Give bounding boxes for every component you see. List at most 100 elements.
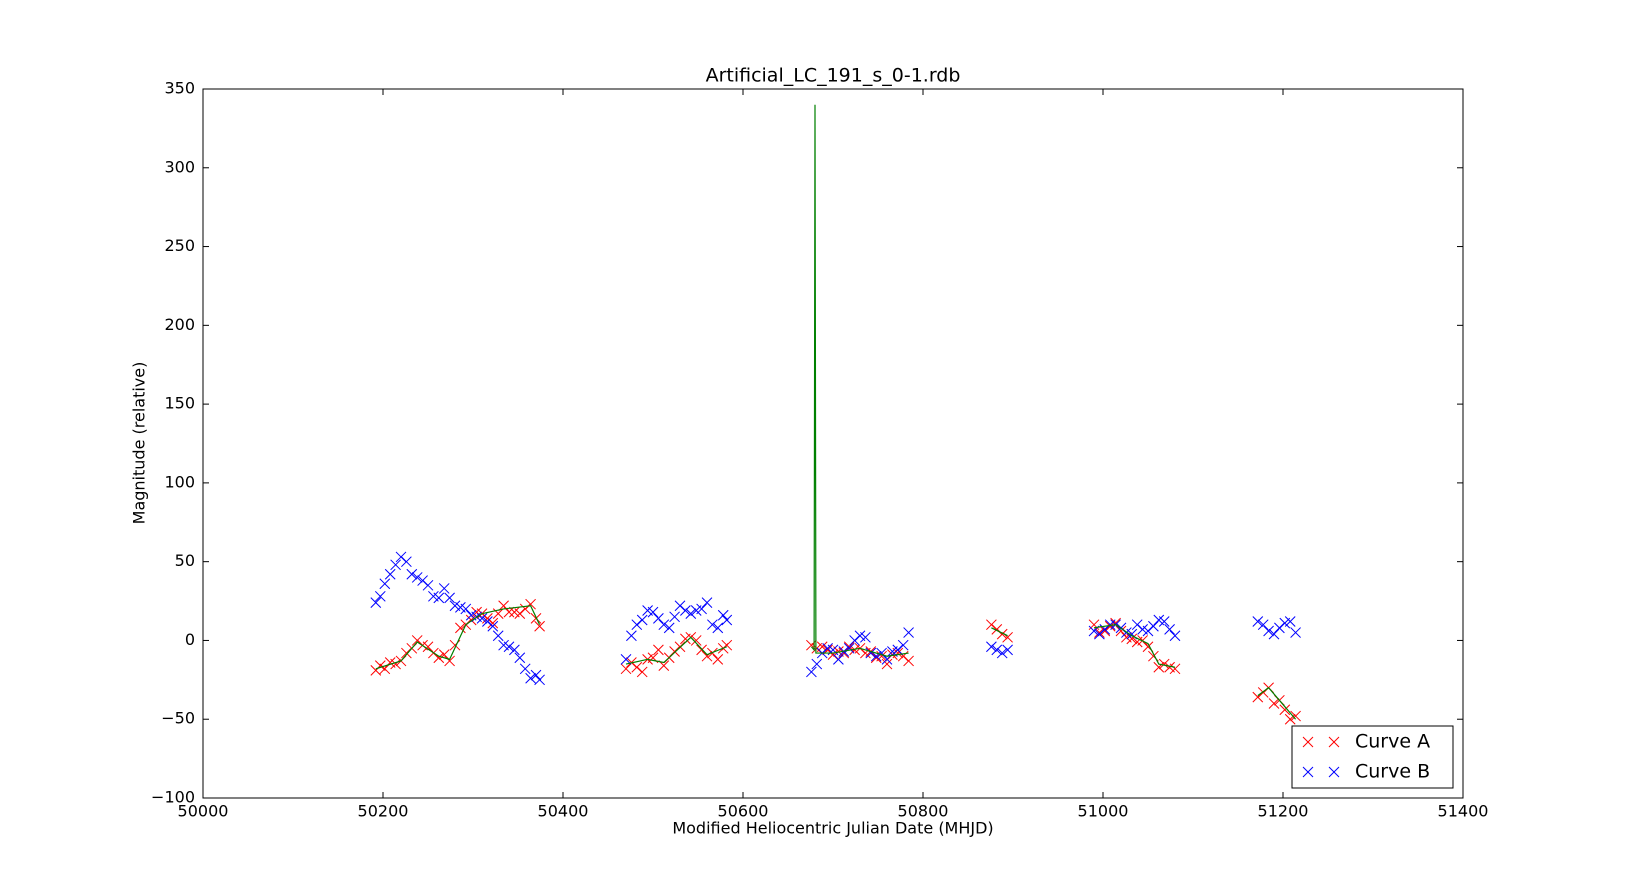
marker-stroke	[1279, 704, 1291, 716]
marker-stroke	[843, 642, 855, 654]
marker-stroke	[428, 590, 439, 602]
chart-title: Artificial_LC_191_s_0-1.rdb	[706, 65, 961, 87]
y-tick-label: 200	[164, 315, 195, 334]
data-point	[1153, 661, 1165, 673]
data-point	[986, 641, 997, 653]
marker-stroke	[476, 613, 488, 624]
marker-stroke	[636, 614, 648, 626]
data-point	[636, 614, 648, 626]
marker-stroke	[903, 655, 914, 667]
data-point	[620, 663, 632, 675]
data-point	[865, 647, 877, 659]
marker-stroke	[455, 622, 466, 634]
marker-stroke	[509, 644, 520, 656]
data-point	[1158, 658, 1170, 670]
data-point	[455, 622, 466, 634]
data-point	[712, 622, 724, 634]
marker-stroke	[487, 620, 499, 632]
data-point	[860, 631, 871, 643]
marker-stroke	[487, 617, 499, 629]
marker-stroke	[525, 672, 536, 684]
data-point	[636, 666, 648, 678]
data-point	[379, 578, 391, 590]
marker-stroke	[492, 630, 504, 642]
marker-stroke	[422, 641, 434, 653]
marker-stroke	[642, 605, 653, 616]
marker-stroke	[717, 609, 729, 621]
data-point	[721, 614, 733, 626]
marker-stroke	[433, 592, 445, 604]
legend-marker	[1302, 736, 1340, 748]
legend-label: Curve B	[1355, 761, 1430, 783]
marker-stroke	[1153, 614, 1165, 626]
marker-stroke	[534, 620, 545, 632]
marker-stroke	[503, 641, 515, 653]
marker-stroke	[438, 583, 450, 594]
marker-stroke	[438, 649, 450, 660]
y-tick-label: −100	[151, 788, 195, 807]
marker-stroke	[663, 622, 675, 634]
legend-box	[1291, 725, 1454, 789]
marker-stroke	[897, 639, 909, 651]
data-point	[1284, 616, 1296, 627]
y-tick-label: 50	[175, 551, 195, 570]
marker-stroke	[519, 663, 531, 675]
marker-stroke	[674, 600, 686, 612]
data-point	[476, 613, 488, 624]
data-point	[1257, 619, 1269, 631]
data-point	[669, 611, 680, 623]
data-point	[492, 630, 504, 642]
marker-stroke	[1002, 644, 1013, 656]
data-point	[701, 597, 713, 608]
data-point	[534, 620, 545, 632]
marker-stroke	[395, 551, 407, 563]
data-point	[422, 579, 434, 591]
marker-stroke	[827, 649, 839, 660]
marker-stroke	[996, 647, 1008, 659]
marker-stroke	[498, 639, 509, 651]
marker-stroke	[626, 630, 637, 642]
legend: Curve A Curve B	[1291, 725, 1454, 789]
marker-stroke	[707, 619, 718, 631]
data-point	[1148, 620, 1159, 632]
marker-stroke	[636, 666, 648, 678]
marker-stroke	[876, 647, 887, 659]
data-point	[876, 647, 887, 659]
data-point	[1290, 627, 1301, 638]
marker-stroke	[460, 603, 472, 615]
marker-stroke	[811, 658, 823, 670]
data-point	[1002, 644, 1013, 656]
data-point	[806, 639, 817, 651]
data-point	[626, 630, 637, 642]
data-point	[833, 653, 844, 665]
data-point	[870, 650, 882, 662]
marker-stroke	[620, 663, 632, 675]
data-point	[653, 613, 664, 624]
marker-stroke	[1302, 766, 1314, 778]
marker-stroke	[647, 652, 659, 664]
y-tick-label: 100	[164, 472, 195, 491]
data-point	[903, 627, 914, 638]
marker-stroke	[1148, 620, 1159, 632]
marker-stroke	[1252, 616, 1264, 627]
data-point	[707, 619, 718, 631]
marker-stroke	[690, 635, 702, 646]
y-axis-label: Magnitude (relative)	[130, 362, 149, 525]
marker-stroke	[406, 568, 418, 580]
marker-stroke	[870, 650, 882, 662]
marker-stroke	[721, 614, 733, 626]
data-point	[1169, 630, 1181, 642]
data-point	[843, 642, 855, 654]
marker-stroke	[680, 605, 691, 616]
marker-stroke	[701, 597, 713, 608]
marker-stroke	[1126, 628, 1138, 640]
y-tick-label: 300	[164, 157, 195, 176]
data-point	[903, 655, 914, 667]
marker-stroke	[1263, 625, 1274, 637]
marker-stroke	[449, 600, 461, 612]
marker-stroke	[1115, 625, 1127, 637]
marker-stroke	[1158, 616, 1170, 627]
data-point	[525, 672, 536, 684]
data-point	[438, 649, 450, 660]
